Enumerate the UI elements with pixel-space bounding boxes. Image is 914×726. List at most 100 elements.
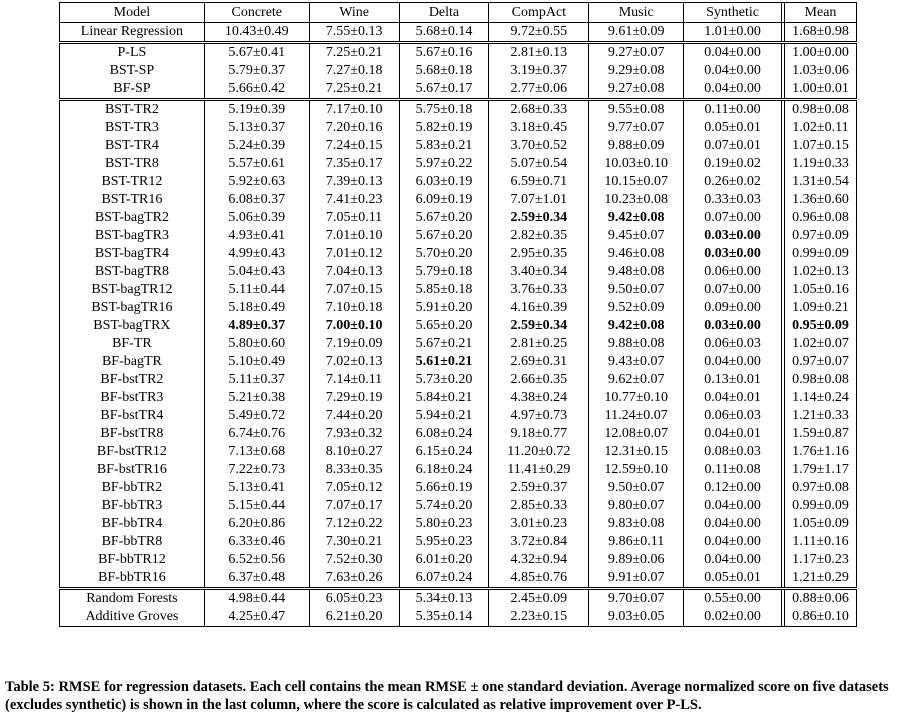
value-cell: 7.02±0.13	[308, 353, 400, 371]
value-cell: 5.57±0.61	[203, 155, 310, 173]
table-row: BST-TR3 5.13±0.37 7.20±0.16 5.82±0.19 3.18±0…	[59, 119, 858, 137]
value-cell: 9.48±0.08	[588, 263, 685, 281]
best-value: 5.61±0.21	[415, 354, 473, 369]
value-cell: 2.59±0.37	[488, 479, 590, 497]
value-cell: 9.52±0.09	[588, 299, 685, 317]
value-cell: 0.04±0.00	[683, 515, 782, 533]
value-cell: 6.01±0.20	[398, 551, 490, 569]
value-cell: 5.13±0.37	[203, 119, 310, 137]
table-row: BST-TR16 6.08±0.37 7.41±0.23 6.09±0.19 7.07±…	[59, 191, 858, 209]
table-row: BF-bbTR4 6.20±0.86 7.12±0.22 5.80±0.23 3.01±…	[59, 515, 858, 533]
value-cell: 0.99±0.09	[783, 245, 858, 263]
value-cell: 7.52±0.30	[308, 551, 400, 569]
value-cell: 7.20±0.16	[308, 119, 400, 137]
value-cell: 4.32±0.94	[488, 551, 590, 569]
table-row: BF-bstTR16 7.22±0.73 8.33±0.35 6.18±0.24 11.…	[59, 461, 858, 479]
value-cell: 5.97±0.22	[398, 155, 490, 173]
table-row: BF-bbTR3 5.15±0.44 7.07±0.17 5.74±0.20 2.85±…	[59, 497, 858, 515]
value-cell: 5.74±0.20	[398, 497, 490, 515]
value-cell: 0.03±0.00	[683, 317, 782, 335]
value-cell: 1.11±0.16	[783, 533, 858, 551]
value-cell: 7.55±0.13	[308, 22, 400, 43]
header-concrete: Concrete	[203, 2, 310, 23]
value-cell: 10.23±0.08	[588, 191, 685, 209]
value-cell: 5.66±0.19	[398, 479, 490, 497]
value-cell: 1.05±0.09	[783, 515, 858, 533]
table-row: BF-bstTR8 6.74±0.76 7.93±0.32 6.08±0.24 9.18…	[59, 425, 858, 443]
value-cell: 6.37±0.48	[203, 569, 310, 589]
value-cell: 9.45±0.07	[588, 227, 685, 245]
value-cell: 12.08±0.07	[588, 425, 685, 443]
table-row: BST-bagTRX 4.89±0.37 7.00±0.10 5.65±0.20 2.5…	[59, 317, 858, 335]
value-cell: 1.21±0.29	[783, 569, 858, 589]
table-row: BF-bbTR12 6.52±0.56 7.52±0.30 6.01±0.20 4.32…	[59, 551, 858, 569]
header-delta: Delta	[398, 2, 490, 23]
value-cell: 9.86±0.11	[588, 533, 685, 551]
value-cell: 5.61±0.21	[398, 353, 490, 371]
table-row: BST-TR8 5.57±0.61 7.35±0.17 5.97±0.22 5.07±0…	[59, 155, 858, 173]
value-cell: 7.00±0.10	[308, 317, 400, 335]
value-cell: 7.14±0.11	[308, 371, 400, 389]
header-compact: CompAct	[488, 2, 590, 23]
value-cell: 2.68±0.33	[488, 98, 590, 119]
value-cell: 0.13±0.01	[683, 371, 782, 389]
value-cell: 0.97±0.07	[783, 353, 858, 371]
value-cell: 3.40±0.34	[488, 263, 590, 281]
value-cell: 7.10±0.18	[308, 299, 400, 317]
value-cell: 1.02±0.11	[783, 119, 858, 137]
value-cell: 4.89±0.37	[203, 317, 310, 335]
value-cell: 0.07±0.00	[683, 281, 782, 299]
value-cell: 6.18±0.24	[398, 461, 490, 479]
value-cell: 1.01±0.00	[683, 22, 782, 43]
value-cell: 5.66±0.42	[203, 80, 310, 100]
value-cell: 1.17±0.23	[783, 551, 858, 569]
value-cell: 0.09±0.00	[683, 299, 782, 317]
value-cell: 6.33±0.46	[203, 533, 310, 551]
value-cell: 1.09±0.21	[783, 299, 858, 317]
value-cell: 4.99±0.43	[203, 245, 310, 263]
value-cell: 0.33±0.03	[683, 191, 782, 209]
value-cell: 6.08±0.37	[203, 191, 310, 209]
value-cell: 5.24±0.39	[203, 137, 310, 155]
value-cell: 9.50±0.07	[588, 281, 685, 299]
value-cell: 7.17±0.10	[308, 98, 400, 119]
table-row: BST-TR12 5.92±0.63 7.39±0.13 6.03±0.19 6.59±…	[59, 173, 858, 191]
value-cell: 0.11±0.08	[683, 461, 782, 479]
header-mean: Mean	[783, 2, 858, 23]
value-cell: 2.59±0.34	[488, 317, 590, 335]
value-cell: 7.39±0.13	[308, 173, 400, 191]
value-cell: 5.70±0.20	[398, 245, 490, 263]
value-cell: 7.25±0.21	[308, 80, 400, 100]
value-cell: 2.45±0.09	[488, 587, 590, 608]
value-cell: 9.03±0.05	[588, 608, 685, 627]
table-row: BST-bagTR8 5.04±0.43 7.04±0.13 5.79±0.18 3.4…	[59, 263, 858, 281]
value-cell: 9.88±0.08	[588, 335, 685, 353]
value-cell: 2.69±0.31	[488, 353, 590, 371]
value-cell: 5.21±0.38	[203, 389, 310, 407]
value-cell: 1.00±0.01	[783, 80, 858, 100]
value-cell: 5.85±0.18	[398, 281, 490, 299]
value-cell: 5.82±0.19	[398, 119, 490, 137]
value-cell: 1.07±0.15	[783, 137, 858, 155]
value-cell: 5.06±0.39	[203, 209, 310, 227]
value-cell: 10.03±0.10	[588, 155, 685, 173]
value-cell: 5.13±0.41	[203, 479, 310, 497]
value-cell: 6.52±0.56	[203, 551, 310, 569]
value-cell: 6.08±0.24	[398, 425, 490, 443]
model-name-cell: BF-bstTR2	[59, 371, 205, 389]
value-cell: 2.81±0.13	[488, 41, 590, 62]
value-cell: 4.85±0.76	[488, 569, 590, 589]
value-cell: 1.31±0.54	[783, 173, 858, 191]
value-cell: 5.83±0.21	[398, 137, 490, 155]
value-cell: 5.67±0.20	[398, 209, 490, 227]
value-cell: 9.91±0.07	[588, 569, 685, 589]
value-cell: 1.14±0.24	[783, 389, 858, 407]
value-cell: 6.05±0.23	[308, 587, 400, 608]
value-cell: 7.93±0.32	[308, 425, 400, 443]
value-cell: 9.80±0.07	[588, 497, 685, 515]
model-name-cell: BF-bstTR12	[59, 443, 205, 461]
value-cell: 2.66±0.35	[488, 371, 590, 389]
value-cell: 5.18±0.49	[203, 299, 310, 317]
value-cell: 5.67±0.21	[398, 335, 490, 353]
